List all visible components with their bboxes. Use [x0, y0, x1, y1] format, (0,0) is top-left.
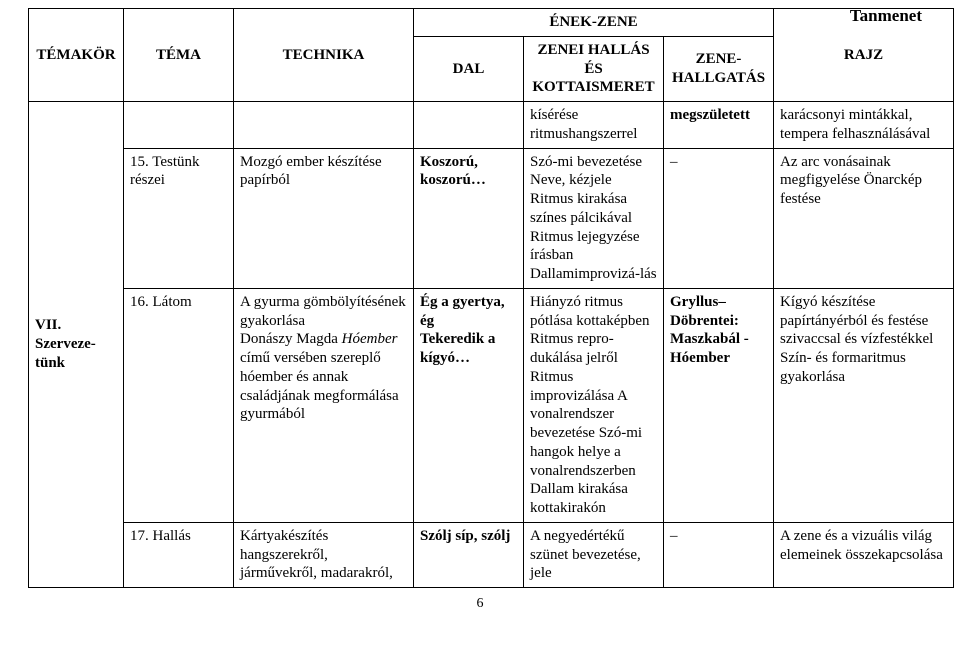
- th-enekzene: ÉNEK-ZENE: [414, 9, 774, 37]
- table-row: 15. Testünk részei Mozgó ember készítése…: [29, 148, 954, 288]
- cell-zhall: megszületett: [664, 102, 774, 149]
- text-span: című versében szereplő hóember és annak …: [240, 350, 399, 422]
- cell-zh: A negyedértékű szünet bevezetése, jele: [524, 522, 664, 587]
- th-zene-hallgatas: ZENE-HALLGATÁS: [664, 36, 774, 101]
- cell-zh: Hiányzó ritmus pótlása kottaképben Ritmu…: [524, 288, 664, 522]
- th-dal: DAL: [414, 36, 524, 101]
- cell-dal: Koszorú, koszorú…: [414, 148, 524, 288]
- cell-technika: Kártyakészítés hangszerekről, járművekrő…: [234, 522, 414, 587]
- cell-dal: Szólj síp, szólj: [414, 522, 524, 587]
- cell-dal: [414, 102, 524, 149]
- cell-tema: 15. Testünk részei: [124, 148, 234, 288]
- cell-rajz: A zene és a vizuális világ elemeinek öss…: [774, 522, 954, 587]
- cell-rajz: Az arc vonásainak megfigyelése Önarckép …: [774, 148, 954, 288]
- cell-technika: [234, 102, 414, 149]
- th-temakor: TÉMAKÖR: [29, 9, 124, 102]
- header-right: Tanmenet: [850, 6, 922, 26]
- table-row: VII. Szerveze-tünk kísérése ritmushangsz…: [29, 102, 954, 149]
- cell-temakor: VII. Szerveze-tünk: [29, 102, 124, 588]
- text-span: Gryllus– Döbrentei: Maszkabál - Hóember: [670, 294, 749, 366]
- th-technika: TECHNIKA: [234, 9, 414, 102]
- th-tema: TÉMA: [124, 9, 234, 102]
- text-span-italic: Hóember: [342, 331, 398, 347]
- cell-dal: Ég a gyertya, ég Tekeredik a kígyó…: [414, 288, 524, 522]
- cell-tema: [124, 102, 234, 149]
- cell-zh: kísérése ritmushangszerrel: [524, 102, 664, 149]
- text-span: Tekeredik a kígyó…: [420, 331, 495, 366]
- text-span: Donászy Magda: [240, 331, 342, 347]
- cell-zhall: Gryllus– Döbrentei: Maszkabál - Hóember: [664, 288, 774, 522]
- table-row: 16. Látom A gyurma gömbölyítésének gyako…: [29, 288, 954, 522]
- cell-rajz: karácsonyi mintákkal, tempera felhasznál…: [774, 102, 954, 149]
- cell-zhall: –: [664, 522, 774, 587]
- document-page: Tanmenet TÉMAKÖR TÉMA TECHNIKA ÉNEK-ZENE…: [0, 0, 960, 667]
- cell-technika: A gyurma gömbölyítésének gyakorlása Doná…: [234, 288, 414, 522]
- text-span: A gyurma gömbölyítésének gyakorlása: [240, 294, 406, 329]
- th-zenei-hallas: ZENEI HALLÁS ÉS KOTTAISMERET: [524, 36, 664, 101]
- cell-tema: 16. Látom: [124, 288, 234, 522]
- cell-zh: Szó-mi bevezetése Neve, kézjele Ritmus k…: [524, 148, 664, 288]
- table-row: 17. Hallás Kártyakészítés hangszerekről,…: [29, 522, 954, 587]
- cell-technika: Mozgó ember készítése papírból: [234, 148, 414, 288]
- text-span: Ég a gyertya, ég: [420, 294, 505, 329]
- curriculum-table: TÉMAKÖR TÉMA TECHNIKA ÉNEK-ZENE RAJZ DAL…: [28, 8, 954, 588]
- page-number: 6: [28, 596, 932, 612]
- cell-tema: 17. Hallás: [124, 522, 234, 587]
- cell-rajz: Kígyó készítése papírtányérból és festés…: [774, 288, 954, 522]
- cell-zhall: –: [664, 148, 774, 288]
